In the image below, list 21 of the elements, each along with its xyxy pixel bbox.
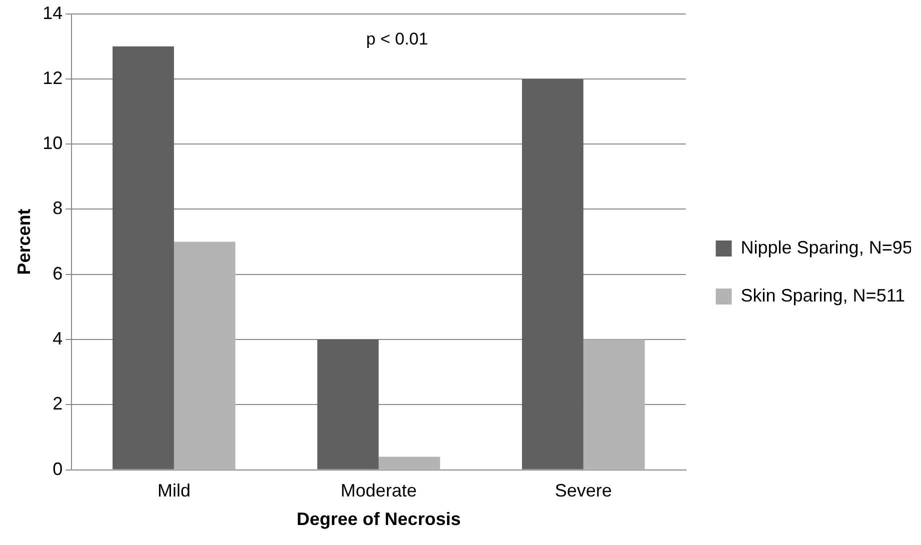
y-tick-label: 6: [52, 263, 63, 284]
y-tick-label: 8: [52, 198, 63, 218]
y-tick-label: 4: [52, 328, 63, 348]
bar: [378, 456, 440, 470]
x-axis-title: Degree of Necrosis: [296, 509, 461, 530]
x-tick-label: Mild: [157, 480, 190, 501]
bar: [112, 46, 174, 470]
y-tick-label: 12: [42, 68, 63, 88]
y-axis-title: Percent: [14, 208, 34, 275]
y-tick-label: 14: [42, 2, 63, 23]
x-tick-label: Severe: [554, 480, 612, 501]
x-tick-label: Moderate: [340, 480, 417, 501]
y-tick-label: 2: [52, 394, 63, 414]
bar: [174, 242, 236, 470]
annotation: p < 0.01: [366, 29, 428, 48]
legend-label: Skin Sparing, N=511: [740, 285, 906, 306]
bar: [317, 340, 379, 470]
bar: [583, 340, 645, 470]
y-tick-label: 10: [42, 133, 63, 154]
y-tick-label: 0: [52, 458, 63, 479]
bar: [522, 78, 584, 470]
